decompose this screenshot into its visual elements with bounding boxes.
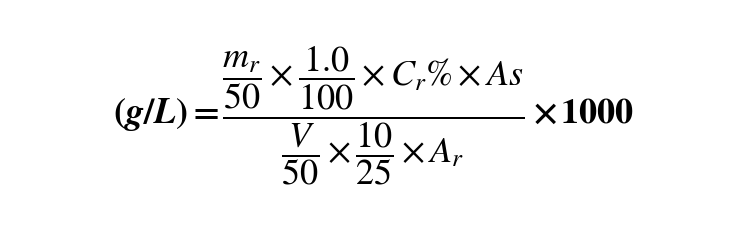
Text: $\boldsymbol{(g / L) = \dfrac{\dfrac{m_r}{50} \times \dfrac{1.0}{100} \times C_r: $\boldsymbol{(g / L) = \dfrac{\dfrac{m_r… (113, 44, 633, 187)
